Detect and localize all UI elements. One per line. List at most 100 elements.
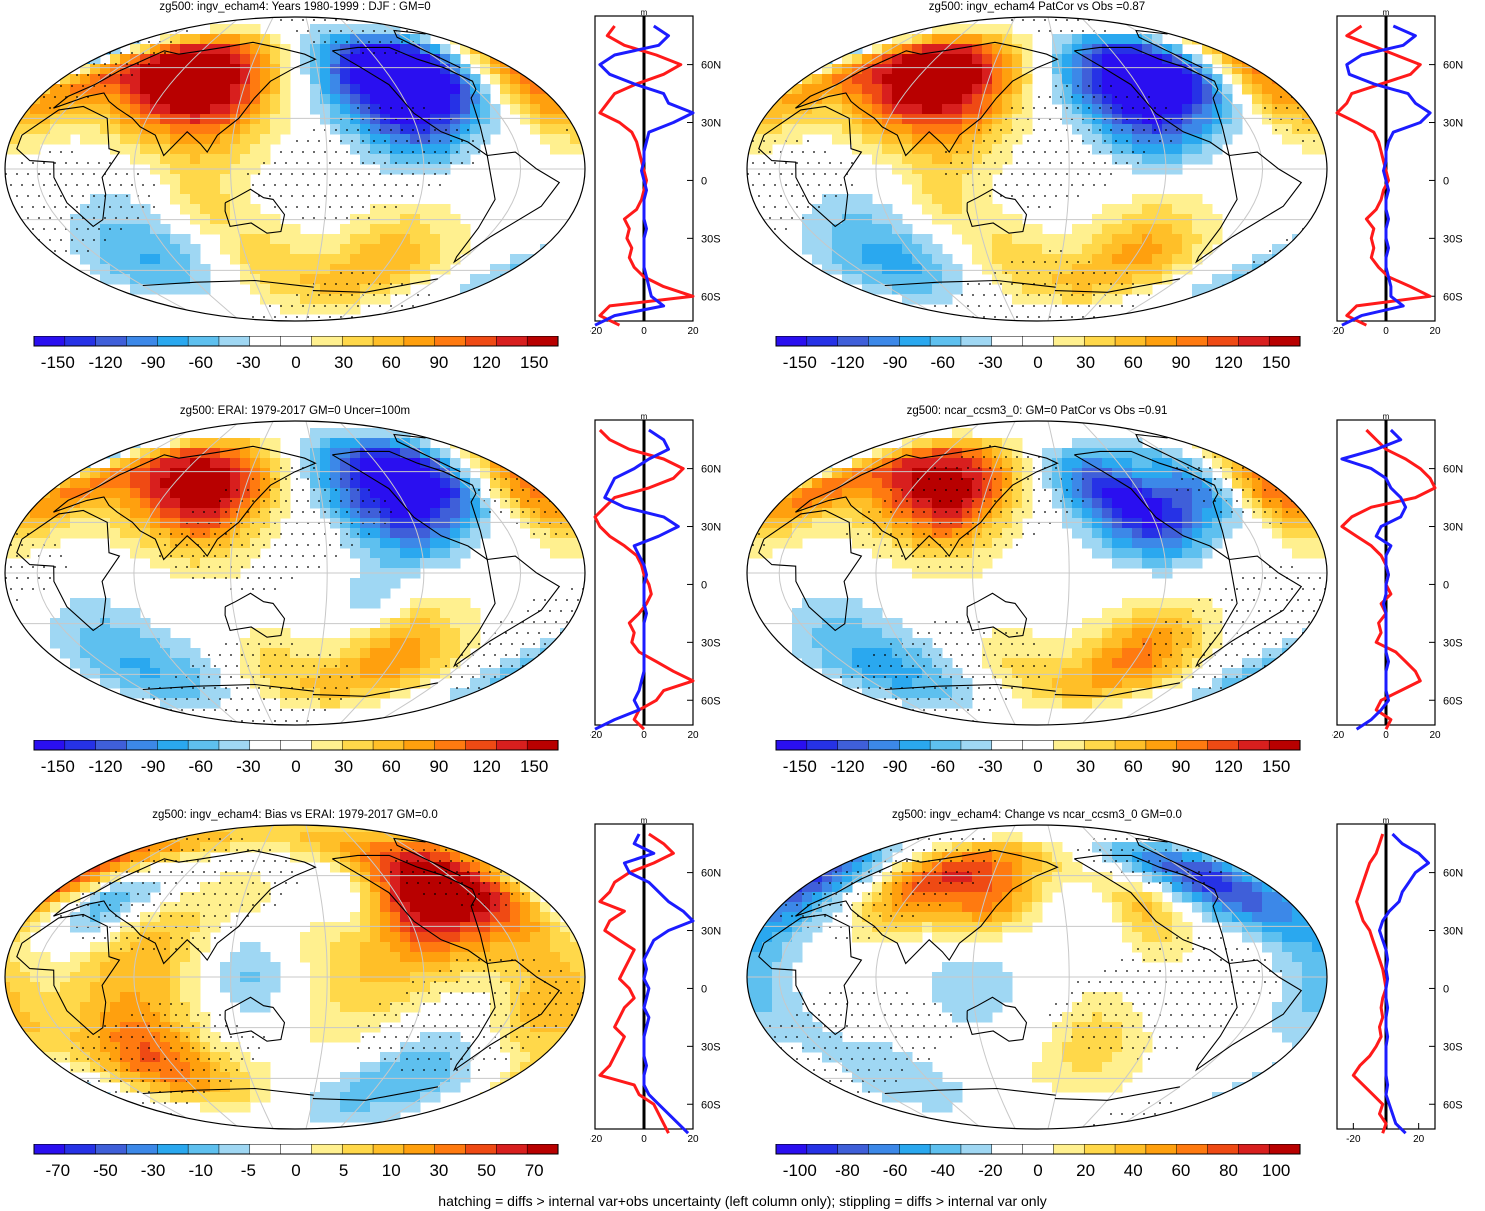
field-cell <box>1092 284 1103 295</box>
stipple-dot <box>1247 294 1249 296</box>
field-cell <box>260 468 271 479</box>
field-cell <box>240 488 251 499</box>
field-cell <box>200 448 211 459</box>
field-cell <box>30 74 41 85</box>
field-cell <box>370 44 381 55</box>
stipple-dot <box>164 30 166 32</box>
field-cell <box>20 438 31 449</box>
field-cell <box>962 234 973 245</box>
field-cell <box>1142 94 1153 105</box>
field-cell <box>380 548 391 559</box>
field-cell <box>140 204 151 215</box>
field-cell <box>80 104 91 115</box>
stipple-dot <box>263 588 265 590</box>
field-cell <box>1302 124 1313 135</box>
stipple-dot <box>43 206 45 208</box>
field-cell <box>240 74 251 85</box>
field-cell <box>580 304 585 315</box>
stipple-dot <box>1071 272 1073 274</box>
stipple-dot <box>285 500 287 502</box>
field-cell <box>1322 64 1327 75</box>
stipple-dot <box>1082 184 1084 186</box>
field-cell <box>912 54 923 65</box>
field-cell <box>460 628 471 639</box>
field-cell <box>140 538 151 549</box>
field-cell <box>270 628 281 639</box>
stipple-dot <box>76 74 78 76</box>
field-cell <box>1292 134 1303 145</box>
field-cell <box>952 44 963 55</box>
stipple-dot <box>571 456 573 458</box>
stipple-dot <box>368 511 370 513</box>
field-cell <box>1152 74 1163 85</box>
field-cell <box>370 64 381 75</box>
field-cell <box>110 274 121 285</box>
field-cell <box>310 438 321 449</box>
field-cell <box>570 94 581 105</box>
field-cell <box>992 234 1003 245</box>
field-cell <box>470 438 481 449</box>
field-cell <box>772 294 783 305</box>
stipple-dot <box>533 621 535 623</box>
stipple-dot <box>258 511 260 513</box>
stipple-dot <box>291 467 293 469</box>
field-cell <box>772 284 783 295</box>
field-cell <box>250 628 261 639</box>
field-cell <box>440 54 451 65</box>
field-cell <box>140 284 151 295</box>
stipple-dot <box>269 533 271 535</box>
field-cell <box>220 114 231 125</box>
stipple-dot <box>1055 151 1057 153</box>
field-cell <box>430 244 441 255</box>
field-cell <box>50 438 61 449</box>
field-cell <box>882 234 893 245</box>
field-cell <box>140 498 151 509</box>
field-cell <box>942 94 953 105</box>
field-cell <box>170 548 181 559</box>
stipple-dot <box>549 632 551 634</box>
field-cell <box>1062 44 1073 55</box>
field-cell <box>972 154 983 165</box>
field-cell <box>1172 114 1183 125</box>
stipple-dot <box>109 184 111 186</box>
stipple-dot <box>76 30 78 32</box>
stipple-dot <box>1022 195 1024 197</box>
field-cell <box>832 244 843 255</box>
field-cell <box>1122 134 1133 145</box>
field-cell <box>340 124 351 135</box>
field-cell <box>490 74 501 85</box>
field-cell <box>460 34 471 45</box>
stipple-dot <box>1066 305 1068 307</box>
stipple-dot <box>21 52 23 54</box>
field-cell <box>1182 194 1193 205</box>
stipple-dot <box>785 30 787 32</box>
field-cell <box>120 658 131 669</box>
stipple-dot <box>307 676 309 678</box>
field-cell <box>390 578 401 589</box>
field-cell <box>90 94 101 105</box>
field-cell <box>370 274 381 285</box>
field-cell <box>120 438 131 449</box>
field-cell <box>110 498 121 509</box>
stipple-dot <box>566 533 568 535</box>
field-cell <box>350 144 361 155</box>
field-cell <box>240 558 251 569</box>
field-cell <box>902 234 913 245</box>
field-cell <box>530 648 541 659</box>
field-cell <box>320 678 331 689</box>
field-cell <box>210 668 221 679</box>
field-cell <box>190 254 201 265</box>
coastline <box>16 105 121 228</box>
field-cell <box>762 254 773 265</box>
profile-xtick-label: 0 <box>641 326 647 337</box>
field-cell <box>270 124 281 135</box>
field-cell <box>530 94 541 105</box>
field-cell <box>280 74 291 85</box>
field-cell <box>80 114 91 125</box>
field-cell <box>540 518 551 529</box>
stipple-dot <box>1000 173 1002 175</box>
stipple-dot <box>1011 283 1013 285</box>
field-cell <box>862 94 873 105</box>
field-cell <box>992 134 1003 145</box>
field-cell <box>1022 234 1033 245</box>
